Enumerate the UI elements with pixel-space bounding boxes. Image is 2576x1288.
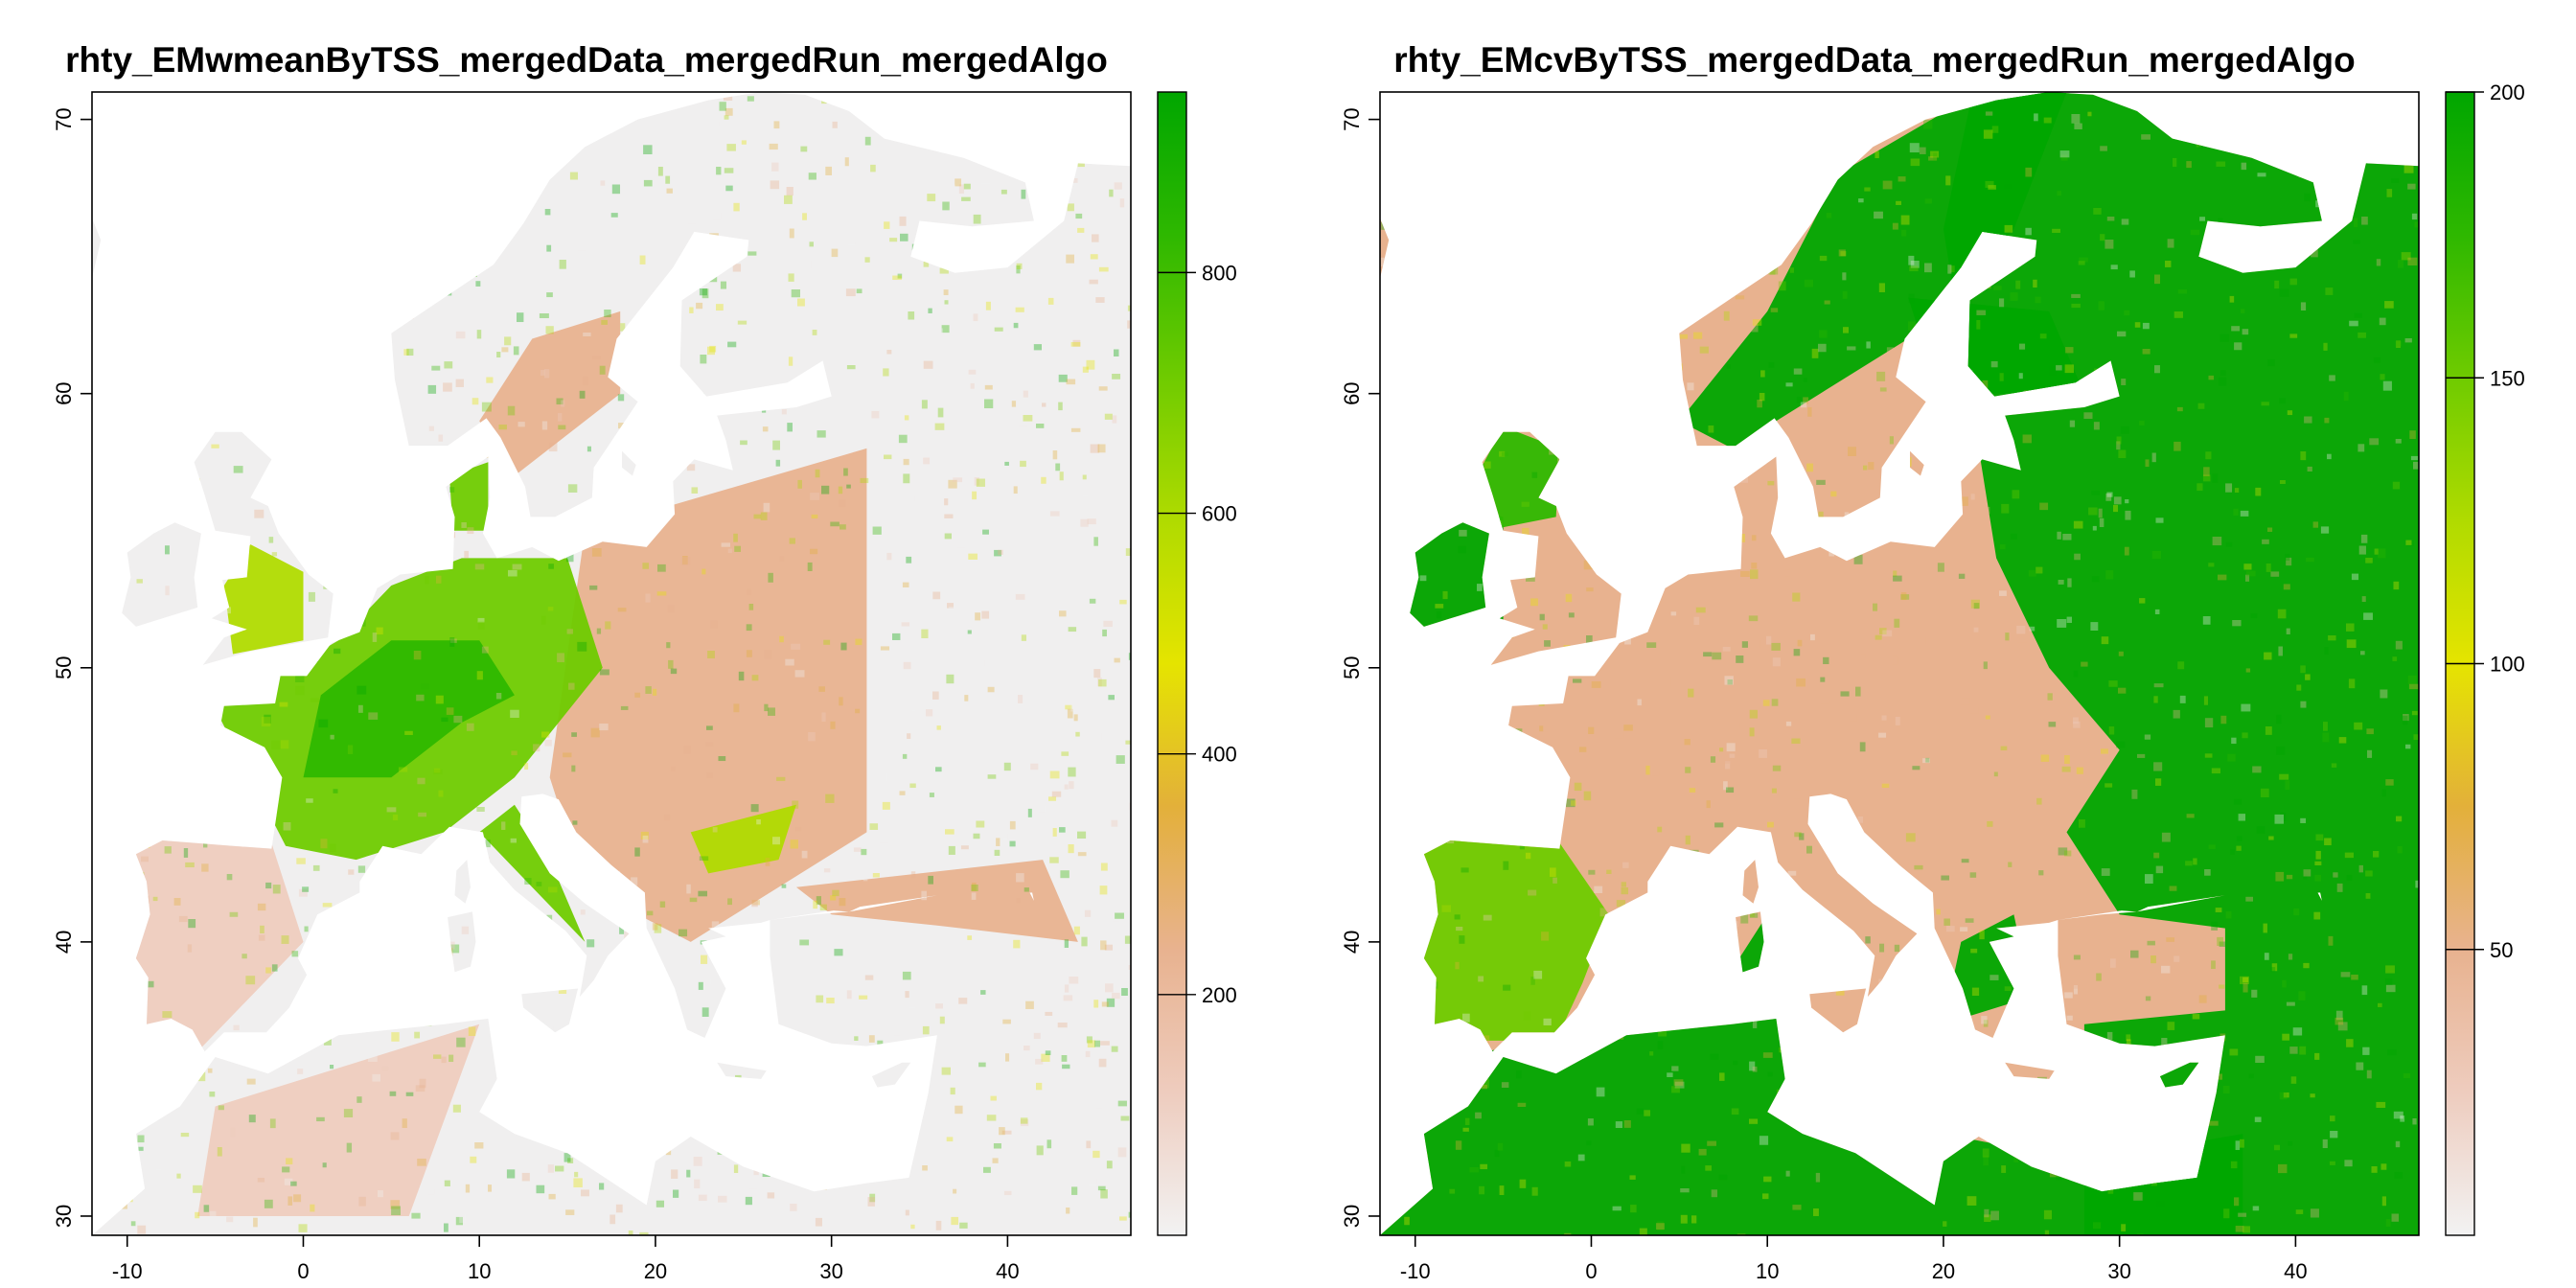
map-frame xyxy=(91,91,1132,1236)
x-tick-label: 30 xyxy=(819,1259,842,1283)
map-title: rhty_EMwmeanByTSS_mergedData_mergedRun_m… xyxy=(65,40,1108,80)
legend-tick-label: 800 xyxy=(1202,261,1237,285)
x-tick-label: 0 xyxy=(1585,1259,1597,1283)
raster-zone xyxy=(795,860,1078,942)
y-tick-label: 50 xyxy=(52,656,76,679)
y-tick-label: 40 xyxy=(52,931,76,954)
x-tick-label: 20 xyxy=(644,1259,667,1283)
raster-map: -10 0 10 20 30 40 30 40 50 60 70 200 400 600 800 xyxy=(52,91,1237,1283)
map-panel-left: rhty_EMwmeanByTSS_mergedData_mergedRun_m… xyxy=(52,40,1237,1283)
raster-zone xyxy=(479,310,621,476)
x-tick-label: 40 xyxy=(996,1259,1019,1283)
raster-zone xyxy=(126,832,304,1052)
legend-tick-label: 200 xyxy=(2490,80,2525,104)
x-tick-label: 0 xyxy=(297,1259,309,1283)
map-panel-right: rhty_EMcvByTSS_mergedData_mergedRun_merg… xyxy=(1288,0,2576,1288)
legend-tick-label: 150 xyxy=(2490,366,2525,390)
x-tick-label: 40 xyxy=(2284,1259,2307,1283)
raster-zone xyxy=(479,804,586,942)
raster-zone xyxy=(1477,426,1560,531)
raster-zone xyxy=(690,804,796,874)
y-tick-label: 30 xyxy=(1340,1205,1364,1228)
x-tick-label: 10 xyxy=(1756,1259,1779,1283)
raster-zone xyxy=(303,640,515,778)
raster-map: -10 0 10 20 30 40 30 40 50 60 70 50 100 150 200 xyxy=(1340,80,2525,1283)
y-tick-label: 40 xyxy=(1340,931,1364,954)
raster-zone xyxy=(1414,838,1609,1041)
raster-zone xyxy=(449,462,489,531)
legend-tick-label: 600 xyxy=(1202,502,1237,526)
raster-zone xyxy=(1679,92,2067,448)
legend-tick-label: 100 xyxy=(2490,653,2525,677)
x-tick-label: 20 xyxy=(1932,1259,1955,1283)
x-tick-label: 30 xyxy=(2107,1259,2130,1283)
y-tick-label: 70 xyxy=(52,107,76,130)
map-frame xyxy=(1379,91,2420,1236)
map-title: rhty_EMcvByTSS_mergedData_mergedRun_merg… xyxy=(1393,40,2356,80)
raster-zone xyxy=(1380,503,1504,641)
x-tick-label: -10 xyxy=(1400,1259,1431,1283)
raster-zone xyxy=(197,1024,480,1216)
x-tick-label: -10 xyxy=(112,1259,143,1283)
y-tick-label: 30 xyxy=(52,1205,76,1228)
x-tick-label: 10 xyxy=(468,1259,491,1283)
y-tick-label: 70 xyxy=(1340,107,1364,130)
y-tick-label: 60 xyxy=(1340,381,1364,404)
legend-tick-label: 200 xyxy=(1202,983,1237,1007)
y-tick-label: 50 xyxy=(1340,656,1364,679)
legend-colorbar xyxy=(1157,91,1187,1236)
legend-tick-label: 50 xyxy=(2490,938,2513,962)
legend-tick-label: 400 xyxy=(1202,743,1237,767)
y-tick-label: 60 xyxy=(52,381,76,404)
